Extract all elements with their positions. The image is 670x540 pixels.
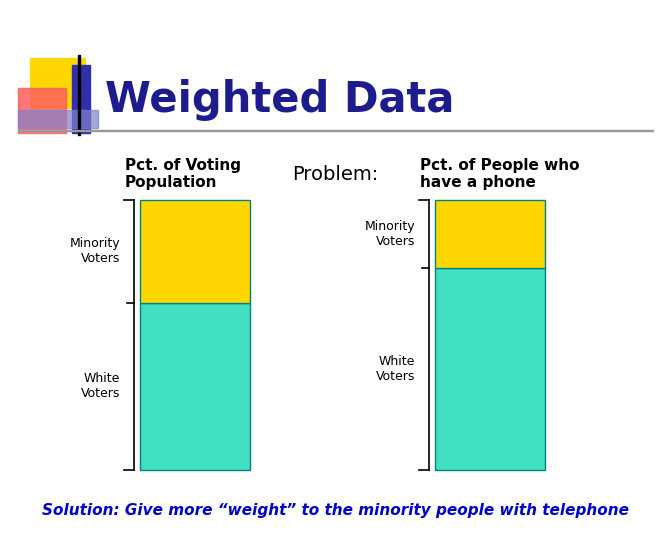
- Bar: [140, 200, 250, 302]
- Text: Minority
Voters: Minority Voters: [364, 220, 415, 248]
- Text: Weighted Data: Weighted Data: [105, 79, 454, 121]
- Text: White
Voters: White Voters: [80, 372, 120, 400]
- Bar: [18, 130, 653, 131]
- Bar: [140, 302, 250, 470]
- Text: Pct. of People who
have a phone: Pct. of People who have a phone: [420, 158, 580, 190]
- Bar: [435, 267, 545, 470]
- Text: Problem:: Problem:: [292, 165, 378, 184]
- Bar: [18, 88, 66, 133]
- Text: Minority
Voters: Minority Voters: [70, 237, 120, 265]
- Bar: [30, 58, 85, 108]
- Bar: [435, 200, 545, 267]
- Bar: [72, 65, 90, 133]
- Text: Pct. of Voting
Population: Pct. of Voting Population: [125, 158, 241, 190]
- Text: White
Voters: White Voters: [376, 355, 415, 383]
- Text: Solution: Give more “weight” to the minority people with telephone: Solution: Give more “weight” to the mino…: [42, 503, 628, 517]
- Bar: [78, 55, 80, 135]
- Bar: [18, 110, 98, 128]
